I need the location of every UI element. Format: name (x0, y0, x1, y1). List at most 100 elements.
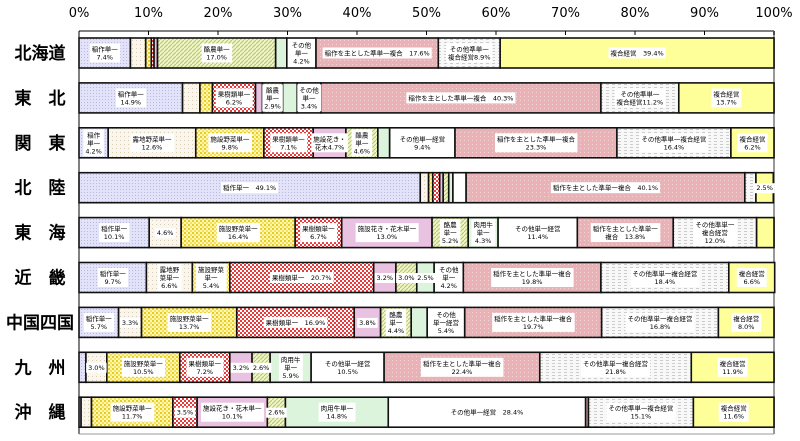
data-label: 複合経営 39.4% (611, 49, 664, 58)
bar-row: 近 畿 稲作単一 9.7% 露地野菜単一 6.6% 施設野菜単一 5.4% 果樹類単一 20.… (15, 261, 776, 294)
data-label-background (492, 312, 575, 332)
data-label: 稲作を主とした準単一複合 23.3% (497, 134, 576, 151)
bar-segment (744, 171, 757, 204)
data-label-background (322, 357, 373, 377)
data-label-background (297, 84, 322, 112)
data-label-background (550, 182, 661, 194)
data-label-background (471, 219, 496, 247)
data-label: その他準単一複合経営 16.4% (641, 134, 706, 151)
data-label-background (167, 312, 212, 332)
bar-segment (377, 127, 391, 159)
data-label-background (385, 308, 407, 336)
x-tick-label: 40% (343, 6, 372, 21)
data-label-background (396, 273, 417, 283)
data-label: 稲作を主とした準単一複合 17.6% (325, 49, 430, 58)
data-label-background (430, 308, 461, 336)
data-label: その他単一経営 5.4% (433, 310, 459, 335)
data-label-background (374, 273, 396, 283)
data-label-background (97, 268, 129, 287)
bar-segment (181, 82, 201, 114)
x-tick-label: 50% (412, 6, 441, 21)
data-label: 稲作単一 14.9% (118, 89, 145, 106)
data-label: その他準単一複合経営 21.8% (583, 359, 648, 376)
bar-row: 沖 縄 施設野菜単一 11.7% 3.5% 施設花き・花木単一 10.1% 2.6% 肉用牛単… (15, 396, 775, 429)
data-label: その他準単一複合経営 12.0% (695, 220, 735, 245)
data-label: 3.2% (377, 274, 394, 282)
data-label-background (121, 357, 166, 377)
bar-row: 東 北 稲作単一 14.9% 果樹類単一 6.2% 酪農単一 2.9% その他単一 3.4% 稲作… (15, 82, 775, 114)
bar-segment (156, 37, 277, 69)
bar-segment (419, 171, 430, 204)
x-tick-label: 70% (551, 6, 580, 21)
x-tick-label: 0% (69, 6, 90, 21)
data-label: 3.8% (359, 319, 376, 327)
data-label-background (186, 357, 224, 377)
x-tick-label: 10% (134, 6, 163, 21)
data-label-background (174, 407, 196, 418)
data-label: 3.3% (122, 319, 139, 327)
data-label: 複合経営 6.2% (739, 134, 765, 151)
data-label: 酪農単一 2.9% (264, 85, 281, 110)
data-label-background (357, 317, 378, 328)
data-label: 施設野菜単一 11.7% (113, 404, 153, 421)
data-label: 果樹類単一 6.7% (302, 224, 335, 241)
data-label: その他単一経営 28.4% (451, 408, 524, 417)
bar-segment (78, 216, 150, 249)
data-label-background (300, 223, 338, 243)
data-label: その他準単一複合経営8.9% (448, 45, 491, 62)
category-label: 東 北 (15, 88, 66, 109)
bar-segment (144, 37, 153, 69)
bar-segment (274, 37, 288, 69)
data-label: 3.2% (233, 364, 250, 372)
data-label-background (717, 357, 748, 377)
x-tick-label: 80% (621, 6, 650, 21)
data-label-background (351, 129, 373, 157)
data-label: 果樹類単一 7.1% (272, 134, 305, 151)
data-label-background (436, 264, 461, 291)
data-label-background (154, 228, 176, 239)
data-label-background (448, 406, 526, 418)
data-label-background (322, 47, 432, 59)
data-label: 稲作単一 7.4% (92, 45, 119, 62)
data-label: 3.0% (398, 274, 415, 282)
bars: 北海道 稲作単一 7.4% 酪農単一 17.0% その他単一 4.2% 稲作を主とした準単一複… (6, 37, 776, 429)
data-label-background (115, 88, 147, 108)
data-label: 肉用牛単一 5.9% (281, 355, 301, 380)
bar-segment (616, 127, 732, 159)
data-label: 稲作を主とした準単一複合 19.8% (493, 269, 572, 286)
data-label: 施設野菜単一 5.4% (198, 265, 225, 290)
data-label-background (86, 362, 107, 373)
data-label-background (270, 133, 308, 153)
data-label-background (110, 402, 155, 422)
data-label-background (130, 133, 174, 153)
category-label: 九 州 (14, 358, 66, 378)
data-label: その他単一経営 10.5% (325, 359, 371, 376)
data-label: その他準単一複合経営 16.8% (628, 314, 693, 331)
data-label: 稲作を主とした準単一複合 22.4% (423, 359, 502, 376)
data-label-background (581, 357, 651, 377)
data-label: 施設花き・花木単一 10.1% (203, 404, 262, 421)
data-label-background (221, 182, 279, 194)
bar-segment (199, 82, 214, 114)
data-label: その他単一経営 11.4% (515, 224, 561, 241)
data-label: 露地野菜単一 6.6% (160, 265, 180, 290)
data-label: その他準単一複合経営 18.4% (632, 269, 697, 286)
category-label: 沖 縄 (15, 402, 66, 423)
data-label-background (266, 407, 287, 418)
data-label: 施設花き・花木単一 13.0% (358, 224, 417, 241)
data-label: 3.0% (88, 364, 105, 372)
category-label: 東 海 (15, 223, 66, 244)
bar-row: 九 州 3.0% 施設野菜単一 10.5% 果樹類単一 7.2% 3.2% 2.6% 肉用牛単一… (14, 351, 775, 384)
data-label-background (99, 223, 130, 243)
x-tick-label: 60% (482, 6, 511, 21)
data-label: その他単一 4.2% (292, 41, 312, 66)
data-label-background (89, 43, 121, 63)
data-label-background (269, 272, 334, 283)
data-label-background (262, 84, 283, 112)
data-label: その他準単一複合経営 15.1% (608, 404, 673, 421)
data-label-background (278, 353, 303, 381)
bar-segment (281, 82, 299, 114)
data-label: 2.6% (268, 409, 285, 417)
data-label-background (311, 133, 348, 153)
